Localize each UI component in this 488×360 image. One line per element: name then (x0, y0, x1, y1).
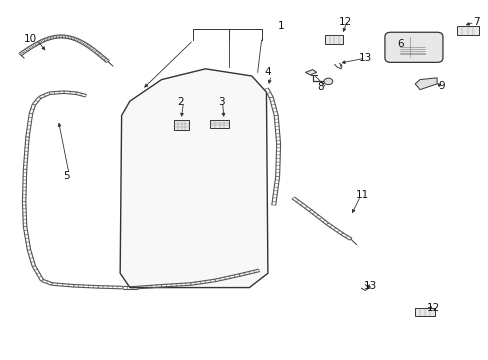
Text: 12: 12 (426, 303, 439, 314)
Polygon shape (120, 69, 267, 288)
Text: 1: 1 (277, 21, 284, 31)
Text: 7: 7 (472, 17, 478, 27)
Text: 2: 2 (177, 97, 183, 107)
Text: 10: 10 (23, 35, 37, 44)
FancyBboxPatch shape (210, 120, 228, 128)
Text: 12: 12 (339, 17, 352, 27)
Text: 11: 11 (355, 190, 368, 200)
Text: 9: 9 (438, 81, 445, 91)
FancyBboxPatch shape (414, 308, 434, 316)
Text: 3: 3 (217, 97, 224, 107)
Polygon shape (305, 69, 316, 75)
Text: 13: 13 (358, 53, 371, 63)
Text: 6: 6 (396, 39, 403, 49)
FancyBboxPatch shape (173, 121, 189, 130)
Text: 5: 5 (63, 171, 70, 181)
FancyBboxPatch shape (384, 32, 442, 62)
FancyBboxPatch shape (456, 26, 478, 35)
Ellipse shape (324, 78, 332, 85)
Text: 8: 8 (316, 82, 323, 92)
Text: 4: 4 (264, 67, 271, 77)
FancyBboxPatch shape (325, 35, 343, 44)
Text: 13: 13 (363, 281, 376, 291)
Polygon shape (414, 78, 436, 90)
